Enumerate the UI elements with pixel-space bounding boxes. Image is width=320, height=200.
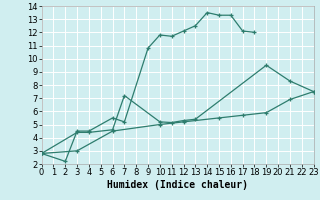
X-axis label: Humidex (Indice chaleur): Humidex (Indice chaleur) (107, 180, 248, 190)
